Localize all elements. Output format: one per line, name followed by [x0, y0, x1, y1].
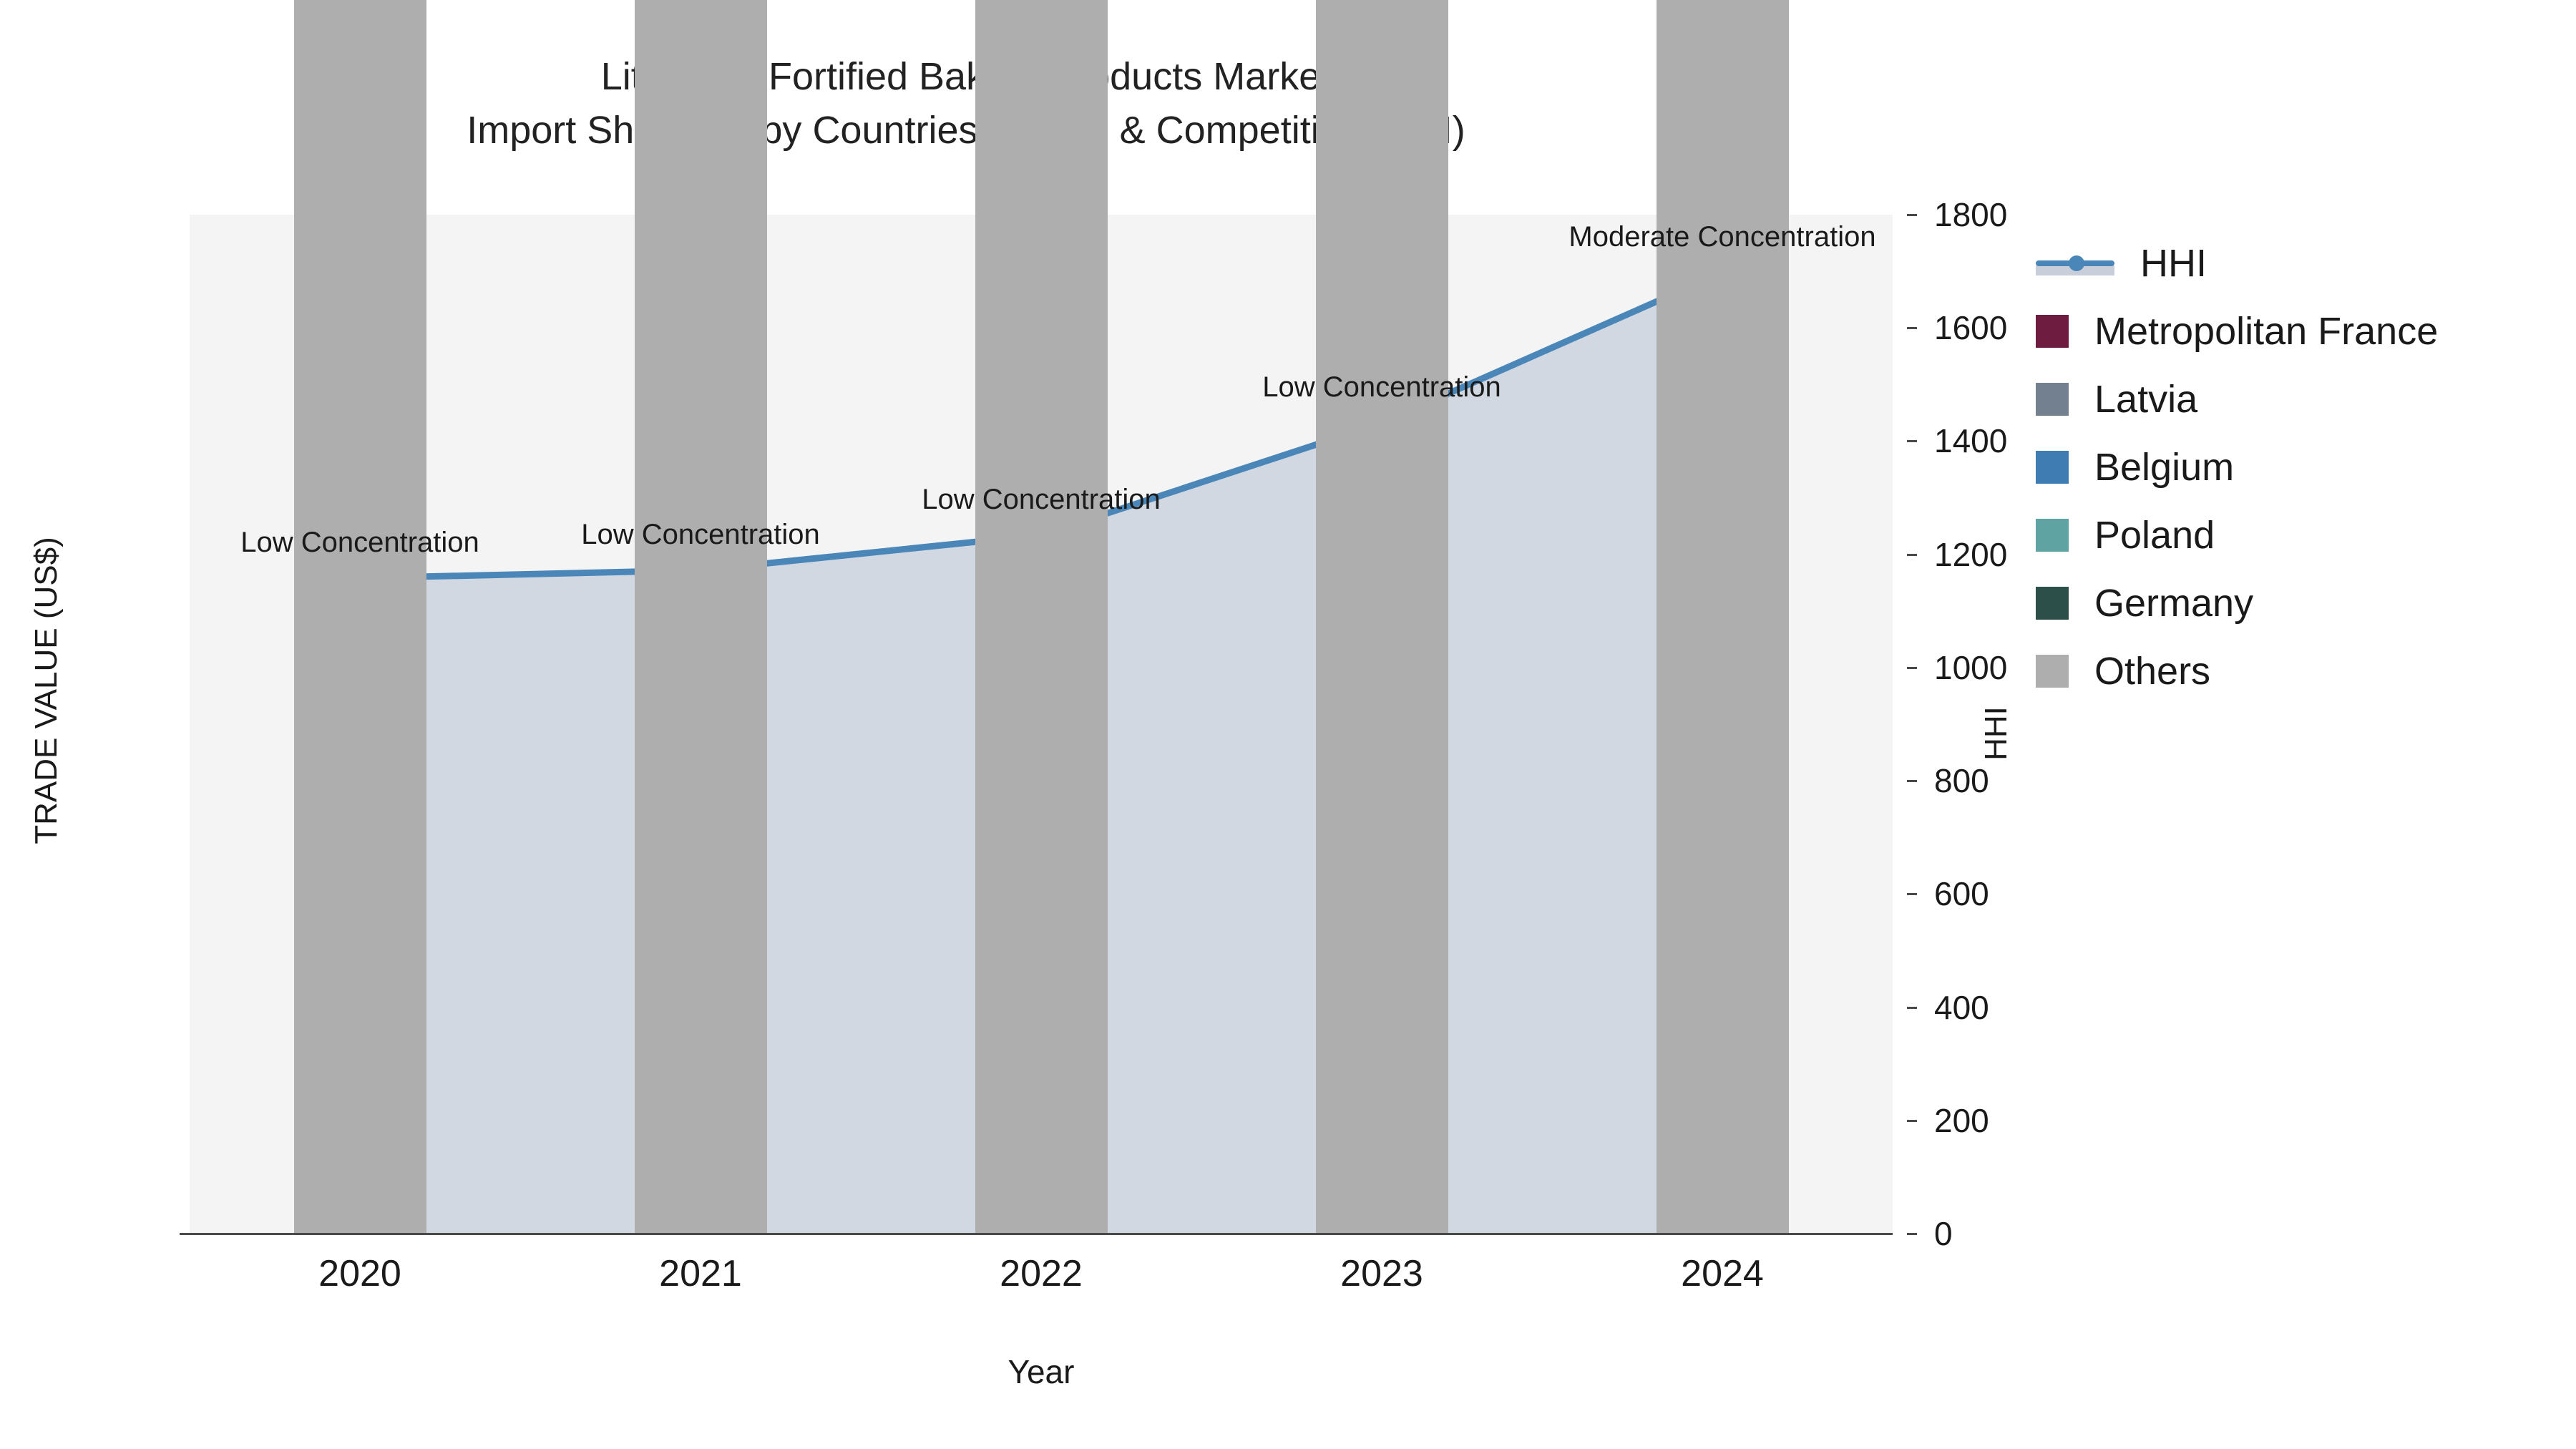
legend-item-label: HHI — [2140, 241, 2207, 285]
chart-title-line-2: Import Shipment by Countries (Top 5) & C… — [467, 108, 1465, 152]
y-axis-right-title: HHI — [1979, 706, 2014, 761]
y-axis-right-tickmark — [1907, 440, 1917, 443]
y-axis-right-tickmark — [1907, 1119, 1917, 1122]
legend-color-swatch-icon — [2036, 314, 2069, 348]
legend-item-label: Belgium — [2094, 445, 2235, 489]
annotation-2021: Low Concentration — [581, 518, 820, 550]
y-axis-right-tick-label: 1000 — [1934, 648, 2008, 686]
x-axis-tick-label-2023: 2023 — [1340, 1253, 1423, 1294]
y-axis-left-ticks: 02M4M6M8M10M12M14M16M — [0, 0, 190, 1449]
bar-segment-others-2024[interactable] — [1656, 0, 1789, 1234]
y-axis-right-tick-label: 1600 — [1934, 309, 2008, 347]
bar-segment-others-2020[interactable] — [293, 0, 426, 1234]
bar-group-2020[interactable] — [293, 0, 426, 1234]
y-axis-right-tick-label: 600 — [1934, 875, 1989, 913]
bar-group-2023[interactable] — [1315, 0, 1448, 1234]
y-axis-right-tick-label: 0 — [1934, 1215, 1953, 1252]
legend-color-swatch-icon — [2036, 382, 2069, 416]
y-axis-left-title: TRADE VALUE (US$) — [29, 537, 64, 844]
legend-item-hhi[interactable]: HHI — [2036, 229, 2565, 297]
bar-segment-others-2021[interactable] — [634, 0, 767, 1234]
legend-color-swatch-icon — [2036, 518, 2069, 552]
legend-item-label: Others — [2094, 649, 2211, 693]
legend-color-swatch-icon — [2036, 450, 2069, 484]
legend-item-belgium[interactable]: Belgium — [2036, 433, 2565, 501]
annotation-2023: Low Concentration — [1262, 371, 1501, 404]
legend: HHI Metropolitan France Latvia Belgium Polan… — [2036, 229, 2565, 705]
y-axis-right-tickmark — [1907, 1233, 1917, 1235]
bar-segment-others-2022[interactable] — [975, 0, 1108, 1234]
y-axis-right-tick-label: 800 — [1934, 762, 1989, 800]
y-axis-right-ticks: 0 200 400 600 800 1000 1200 1400 1600 1800 — [1907, 0, 2122, 1449]
legend-item-metropolitan-france[interactable]: Metropolitan France — [2036, 297, 2565, 365]
y-axis-right-tickmark — [1907, 214, 1917, 216]
x-axis-line — [190, 1233, 1893, 1235]
y-axis-right-tick-label: 1800 — [1934, 196, 2008, 233]
chart-title-line-1: Lithuania Fortified Bakery Products Mark… — [600, 55, 1332, 98]
legend-item-label: Poland — [2094, 513, 2215, 557]
legend-item-others[interactable]: Others — [2036, 637, 2565, 705]
y-axis-right-tickmark — [1907, 666, 1917, 669]
bar-segment-others-2023[interactable] — [1315, 0, 1448, 1234]
y-axis-right-tickmark — [1907, 1006, 1917, 1009]
legend-item-label: Latvia — [2094, 377, 2198, 421]
legend-item-poland[interactable]: Poland — [2036, 501, 2565, 569]
x-axis-tick-label-2022: 2022 — [1000, 1253, 1083, 1294]
y-axis-right-tick-label: 200 — [1934, 1101, 1989, 1139]
y-axis-right-tick-label: 1400 — [1934, 422, 2008, 460]
x-axis-tick-label-2020: 2020 — [318, 1253, 401, 1294]
x-axis-tick-label-2021: 2021 — [659, 1253, 742, 1294]
y-axis-right-tickmark — [1907, 893, 1917, 896]
bar-series-container — [190, 0, 1893, 1234]
legend-item-germany[interactable]: Germany — [2036, 569, 2565, 637]
y-axis-right-tick-label: 400 — [1934, 988, 1989, 1026]
chart-title: Lithuania Fortified Bakery Products Mark… — [0, 50, 1932, 157]
legend-marker-dot-icon — [2069, 255, 2084, 271]
legend-line-swatch-icon — [2036, 247, 2114, 280]
y-axis-right-tickmark — [1907, 553, 1917, 556]
y-axis-right-tickmark — [1907, 327, 1917, 330]
bar-group-2021[interactable] — [634, 0, 767, 1234]
bar-group-2022[interactable] — [975, 0, 1108, 1234]
annotation-2024: Moderate Concentration — [1568, 220, 1876, 253]
legend-color-swatch-icon — [2036, 586, 2069, 620]
y-axis-right-tick-label: 1200 — [1934, 535, 2008, 573]
x-axis-title: Year — [1008, 1353, 1075, 1390]
y-axis-left-tickmark — [180, 1233, 190, 1235]
bar-group-2024[interactable] — [1656, 0, 1789, 1234]
x-axis-tick-label-2024: 2024 — [1681, 1253, 1764, 1294]
y-axis-right-tickmark — [1907, 780, 1917, 783]
annotation-2022: Low Concentration — [922, 483, 1161, 515]
legend-item-label: Germany — [2094, 581, 2254, 625]
legend-color-swatch-icon — [2036, 654, 2069, 688]
annotation-2020: Low Concentration — [240, 526, 479, 558]
legend-item-latvia[interactable]: Latvia — [2036, 365, 2565, 433]
legend-item-label: Metropolitan France — [2094, 309, 2439, 353]
